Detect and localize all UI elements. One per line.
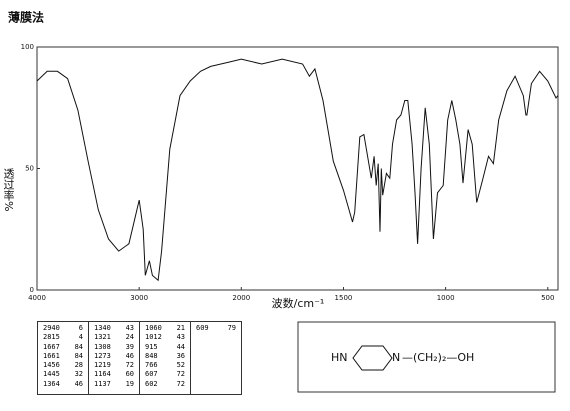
table-row: 1445 32 [38, 370, 88, 379]
transmittance: 60 [125, 370, 134, 379]
wavenumber: 915 [145, 342, 158, 351]
x-tick-label: 2000 [232, 294, 250, 302]
table-row: 1321 24 [89, 333, 139, 342]
table-row: 607 72 [140, 370, 190, 379]
wavenumber: 2815 [43, 333, 60, 342]
transmittance: 19 [125, 379, 134, 388]
wavenumber: 607 [145, 370, 158, 379]
transmittance: 43 [125, 324, 134, 332]
table-column: 2940 6 2815 4 1667 84 1661 84 1456 28 1445 32 1364 46 [38, 322, 89, 394]
wavenumber: 1308 [94, 342, 111, 351]
wavenumber: 2940 [43, 324, 60, 332]
y-tick-label: 0 [30, 286, 34, 294]
wavenumber: 766 [145, 361, 158, 370]
wavenumber: 1060 [145, 324, 162, 332]
transmittance: 72 [176, 370, 185, 379]
transmittance: 36 [176, 351, 185, 360]
table-row: 1137 19 [89, 380, 139, 389]
table-column: 609 79 [191, 322, 241, 394]
transmittance: 6 [78, 324, 83, 332]
structure-box [297, 321, 556, 393]
table-row: 1273 46 [89, 352, 139, 361]
wavenumber: 1456 [43, 361, 60, 370]
transmittance: 28 [74, 361, 83, 370]
transmittance: 21 [176, 324, 185, 332]
spectrum-line [36, 58, 559, 282]
table-row: 915 44 [140, 343, 190, 352]
transmittance: 4 [78, 333, 83, 342]
table-row: 1012 43 [140, 333, 190, 342]
wavenumber: 1137 [94, 379, 111, 388]
wavenumber: 1667 [43, 342, 60, 351]
wavenumber: 848 [145, 351, 158, 360]
wavenumber: 1364 [43, 379, 60, 388]
y-axis-label: 透过率% [2, 168, 15, 212]
transmittance: 52 [176, 361, 185, 370]
table-row: 1456 28 [38, 361, 88, 370]
table-row: 2940 6 [38, 324, 88, 333]
wavenumber: 1445 [43, 370, 60, 379]
x-axis-label: 波数/cm⁻¹ [272, 297, 325, 310]
peak-table: 2940 6 2815 4 1667 84 1661 84 1456 28 1445 32 1364 46… [37, 321, 242, 395]
x-tick-label: 500 [541, 294, 554, 302]
transmittance: 72 [176, 379, 185, 388]
wavenumber: 1340 [94, 324, 111, 332]
wavenumber: 609 [196, 324, 209, 332]
table-column: 1060 21 1012 43 915 44 848 36 766 52 607 72 602 72 [140, 322, 191, 394]
table-row: 1340 43 [89, 324, 139, 333]
transmittance: 84 [74, 351, 83, 360]
wavenumber: 602 [145, 379, 158, 388]
wavenumber: 1661 [43, 351, 60, 360]
transmittance: 39 [125, 342, 134, 351]
transmittance: 72 [125, 361, 134, 370]
transmittance: 43 [176, 333, 185, 342]
transmittance: 79 [227, 324, 236, 332]
table-row: 766 52 [140, 361, 190, 370]
structure-nitrogen: N [392, 351, 400, 364]
table-row: 1219 72 [89, 361, 139, 370]
table-row: 1308 39 [89, 343, 139, 352]
transmittance: 84 [74, 342, 83, 351]
x-tick-label: 1500 [335, 294, 353, 302]
table-row: 1667 84 [38, 343, 88, 352]
x-tick-label: 1000 [437, 294, 455, 302]
structure-amine: HN [331, 351, 348, 364]
transmittance: 24 [125, 333, 134, 342]
table-row: 848 36 [140, 352, 190, 361]
table-row: 1661 84 [38, 352, 88, 361]
transmittance: 32 [74, 370, 83, 379]
table-row: 2815 4 [38, 333, 88, 342]
table-row: 609 79 [191, 324, 241, 333]
y-tick-label: 50 [25, 165, 34, 173]
transmittance: 46 [125, 351, 134, 360]
wavenumber: 1219 [94, 361, 111, 370]
transmittance: 46 [74, 379, 83, 388]
table-column: 1340 43 1321 24 1308 39 1273 46 1219 72 1164 60 1137… [89, 322, 140, 394]
wavenumber: 1164 [94, 370, 111, 379]
table-row: 1164 60 [89, 370, 139, 379]
table-row: 1060 21 [140, 324, 190, 333]
structure-chain: —(CH₂)₂—OH [402, 351, 474, 364]
plot-frame [36, 46, 559, 291]
y-tick-label: 100 [21, 43, 34, 51]
wavenumber: 1012 [145, 333, 162, 342]
chart-title: 薄膜法 [8, 10, 44, 25]
transmittance: 44 [176, 342, 185, 351]
piperazine-ring [352, 345, 393, 371]
x-tick-label: 4000 [28, 294, 46, 302]
table-row: 602 72 [140, 380, 190, 389]
table-row: 1364 46 [38, 380, 88, 389]
wavenumber: 1273 [94, 351, 111, 360]
wavenumber: 1321 [94, 333, 111, 342]
x-tick-label: 3000 [130, 294, 148, 302]
